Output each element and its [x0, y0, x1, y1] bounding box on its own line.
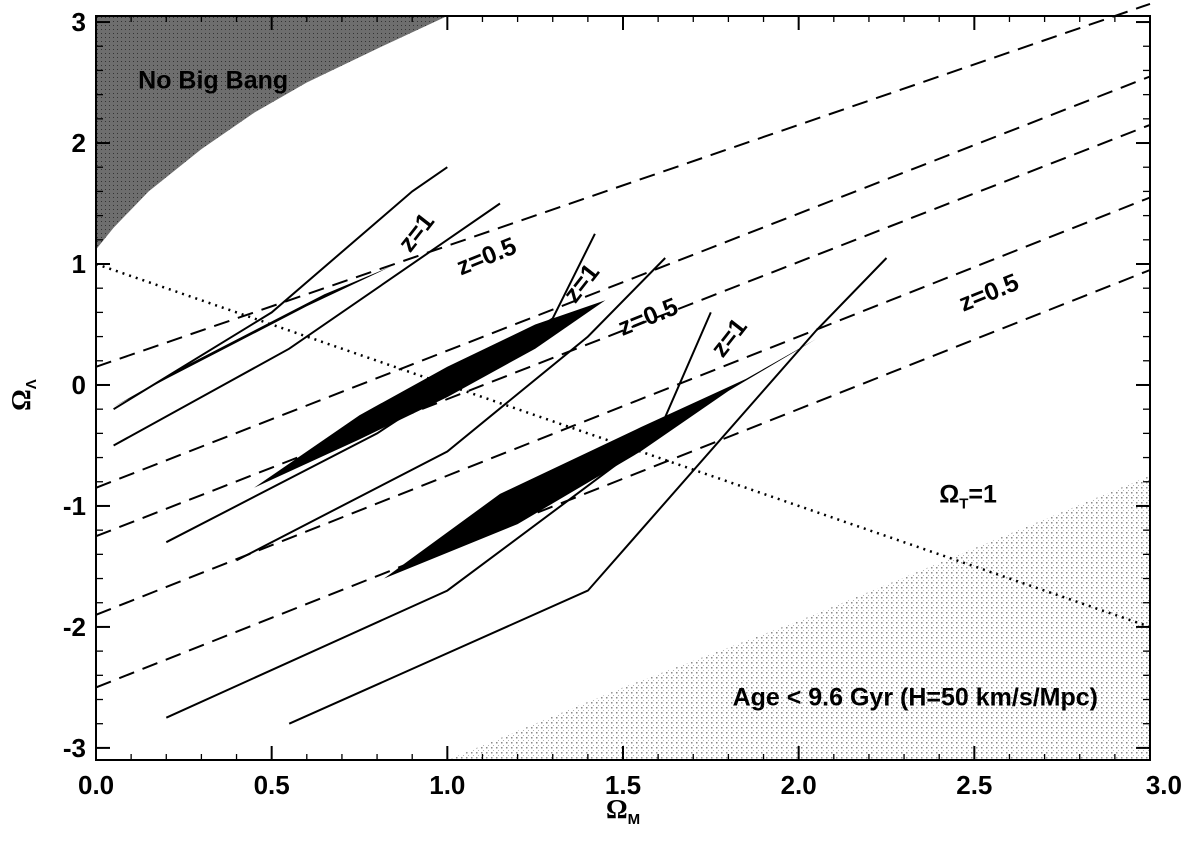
confidence-region-1 [113, 266, 392, 407]
x-axis-label-sub: M [628, 811, 641, 828]
axes: 0.0 0.5 1.0 1.5 2.0 2.5 3.0 -3 -2 -1 0 1 2 3 [63, 7, 1182, 800]
age-limit-region [447, 475, 1150, 760]
y-axis-label-sub: Λ [23, 379, 40, 389]
y-tick-label: -3 [63, 733, 86, 763]
confidence-region-3 [384, 339, 817, 579]
solid-contour-6 [288, 257, 888, 725]
x-tick-label: 1.0 [429, 770, 465, 800]
x-tick-label: 0.5 [254, 770, 290, 800]
solid-contour-5 [165, 312, 712, 719]
dashed-contour-9 [95, 123, 1151, 538]
y-axis-label-main: Ω [6, 389, 36, 411]
y-tick-label: 3 [72, 7, 86, 37]
dashed-contour-7 [95, 2, 1151, 368]
solid-contour-3 [165, 233, 596, 544]
x-tick-label: 3.0 [1146, 770, 1182, 800]
contour-lines [95, 2, 1151, 725]
y-axis-label: ΩΛ [6, 379, 40, 411]
no-big-bang-region [96, 16, 448, 250]
x-tick-label: 0.0 [78, 770, 114, 800]
solid-contour-4 [236, 257, 666, 562]
contour-label-3: z=1 [558, 258, 605, 308]
dashed-contour-10 [95, 196, 1151, 616]
region-label-no-big-bang: No Big Bang [138, 67, 288, 95]
solid-contour-1 [113, 166, 448, 411]
y-tick-label: 2 [72, 128, 86, 158]
dashed-contour-8 [95, 75, 1151, 489]
region-label-age-limit: Age < 9.6 Gyr (H=50 km/s/Mpc) [733, 684, 1098, 712]
x-tick-label: 1.5 [605, 770, 641, 800]
x-axis-label-main: Ω [606, 794, 628, 824]
solid-contour-2 [113, 202, 501, 447]
x-tick-label: 2.5 [956, 770, 992, 800]
y-tick-label: -2 [63, 612, 86, 642]
x-axis-label: ΩM [606, 794, 640, 828]
flat-universe-label-suffix: =1 [968, 480, 997, 508]
shaded-regions [96, 16, 1150, 760]
contour-label-5: z=1 [705, 313, 752, 363]
flat-universe-label-sub: T [959, 495, 968, 512]
x-tick-label: 2.0 [781, 770, 817, 800]
flat-universe-label: ΩT=1 [939, 480, 997, 512]
contour-label-6: z=0.5 [955, 268, 1023, 317]
y-tick-label: 0 [72, 370, 86, 400]
y-tick-label: -1 [63, 491, 86, 521]
flat-universe-label-main: Ω [939, 480, 959, 508]
contour-label-2: z=0.5 [453, 232, 521, 281]
y-tick-label: 1 [72, 249, 86, 279]
dashed-contour-11 [95, 269, 1151, 689]
